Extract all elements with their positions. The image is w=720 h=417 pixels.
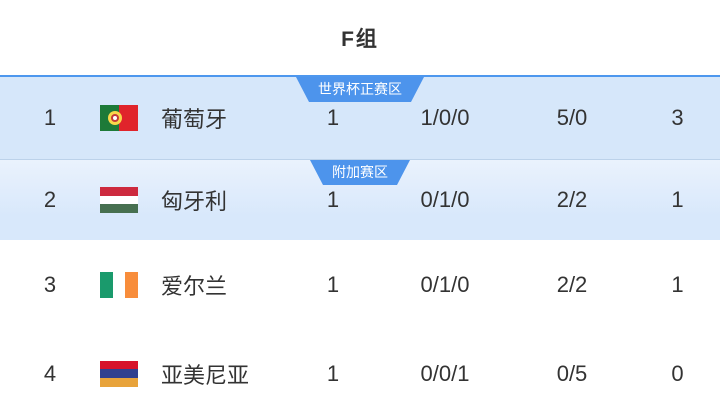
flag-stripe — [100, 360, 138, 370]
flag-stripe — [100, 195, 138, 205]
points-value: 1 — [671, 272, 684, 297]
team-cell: 匈牙利 — [100, 184, 285, 216]
flag-stripe — [100, 204, 138, 213]
team-name: 葡萄牙 — [161, 107, 228, 132]
flag-stripe — [119, 105, 138, 131]
portugal-flag-icon — [100, 105, 138, 131]
team-name: 爱尔兰 — [161, 274, 228, 299]
win-draw-loss-value: 0/0/1 — [420, 360, 470, 386]
rank-value: 3 — [43, 272, 57, 297]
portugal-emblem-icon — [108, 111, 123, 125]
win-draw-loss-value: 0/1/0 — [420, 272, 470, 297]
ireland-flag-icon — [100, 272, 138, 298]
played-value: 1 — [326, 360, 340, 386]
win-draw-loss-value: 0/1/0 — [420, 187, 470, 212]
flag-stripe — [100, 272, 113, 298]
hungary-flag-icon — [100, 187, 138, 213]
flag-stripe — [100, 187, 138, 196]
armenia-flag-icon — [100, 360, 138, 387]
win-draw-loss-value: 1/0/0 — [420, 105, 470, 130]
played-value: 1 — [326, 272, 340, 297]
flag-stripe — [112, 272, 126, 298]
rank-value: 4 — [43, 360, 57, 386]
goals-value: 2/2 — [556, 272, 588, 297]
goals-value: 5/0 — [556, 105, 588, 130]
played-value: 1 — [326, 187, 340, 212]
standings-row-armenia[interactable]: 4 亚美尼亚 1 0/0/1 0/5 0 — [0, 330, 720, 417]
standings-row-hungary[interactable]: 附加赛区 2 匈牙利 1 0/1/0 2/2 1 — [0, 159, 720, 240]
group-header: F组 — [0, 0, 720, 75]
goals-value: 2/2 — [556, 187, 588, 212]
points-value: 1 — [671, 187, 684, 212]
points-value: 0 — [671, 360, 684, 386]
team-cell: 葡萄牙 — [100, 102, 285, 134]
played-value: 1 — [326, 105, 340, 130]
flag-stripe — [100, 377, 138, 387]
qualification-zone-badge: 世界杯正赛区 — [296, 77, 424, 102]
team-cell: 亚美尼亚 — [100, 358, 285, 390]
goals-value: 0/5 — [556, 360, 588, 386]
group-title: F组 — [341, 27, 379, 51]
playoff-zone-badge: 附加赛区 — [310, 160, 410, 185]
team-cell: 爱尔兰 — [100, 269, 285, 301]
standings-row-ireland[interactable]: 3 爱尔兰 1 0/1/0 2/2 1 — [0, 240, 720, 330]
rank-value: 1 — [43, 105, 57, 130]
flag-stripe — [100, 369, 138, 378]
team-name: 亚美尼亚 — [161, 362, 250, 388]
rank-value: 2 — [43, 187, 57, 212]
points-value: 3 — [671, 105, 684, 130]
flag-stripe — [125, 272, 138, 298]
team-name: 匈牙利 — [161, 189, 228, 214]
standings-row-portugal[interactable]: 世界杯正赛区 1 葡萄牙 1 1/0/0 5/0 3 — [0, 75, 720, 159]
